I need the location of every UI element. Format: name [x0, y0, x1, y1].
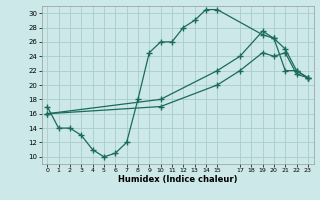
X-axis label: Humidex (Indice chaleur): Humidex (Indice chaleur)	[118, 175, 237, 184]
